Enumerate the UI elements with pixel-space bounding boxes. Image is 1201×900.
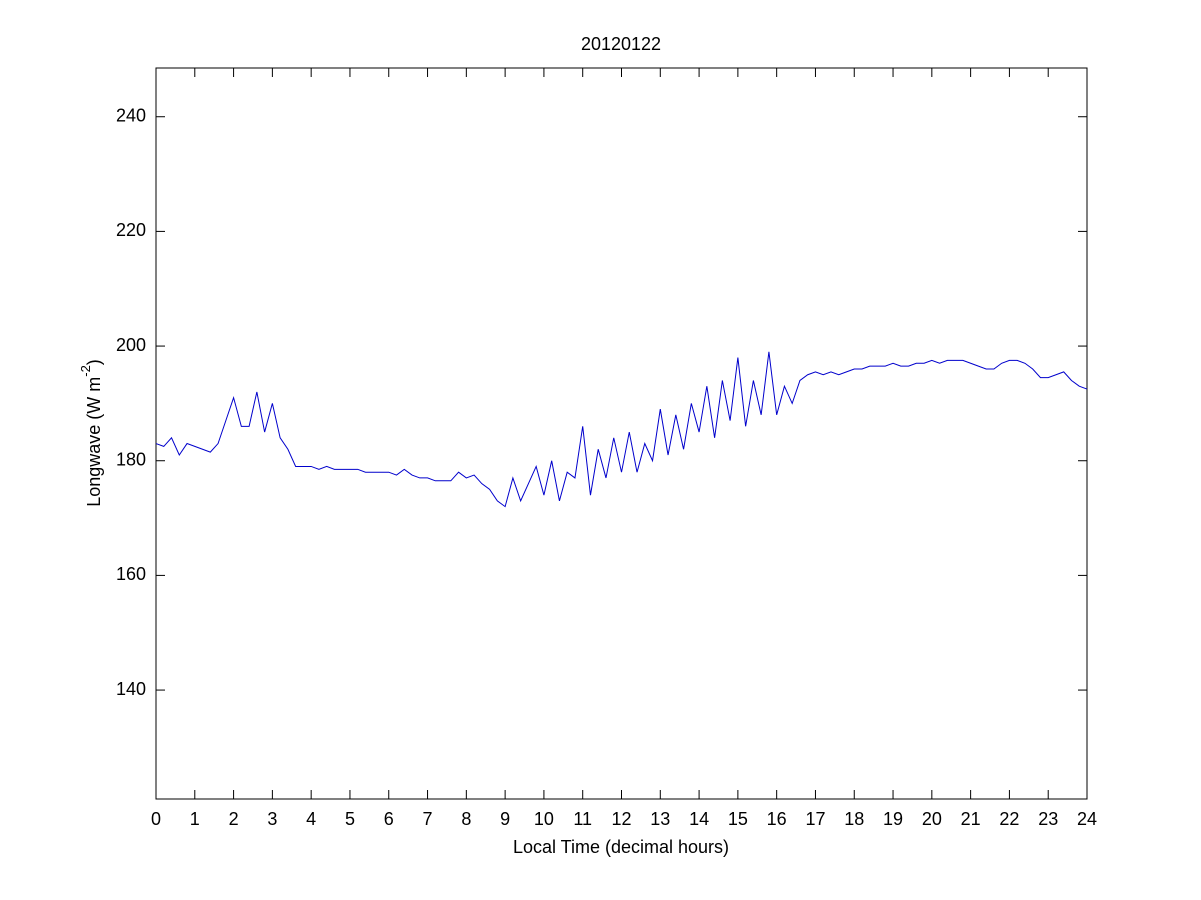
x-tick-label: 13 [650,809,670,829]
x-tick-label: 23 [1038,809,1058,829]
x-tick-label: 9 [500,809,510,829]
x-tick-label: 21 [961,809,981,829]
y-label-text: Longwave (W m [84,377,104,507]
y-tick-label: 200 [116,335,146,355]
x-tick-label: 2 [229,809,239,829]
x-tick-label: 18 [844,809,864,829]
x-axis-label: Local Time (decimal hours) [513,837,729,857]
x-tick-label: 0 [151,809,161,829]
data-line [155,351,1088,508]
x-tick-label: 16 [767,809,787,829]
x-tick-label: 1 [190,809,200,829]
y-tick-label: 240 [116,105,146,125]
x-tick-label: 19 [883,809,903,829]
y-label-sup: -2 [78,365,93,377]
x-tick-label: 10 [534,809,554,829]
x-tick-label: 22 [999,809,1019,829]
x-tick-label: 5 [345,809,355,829]
y-label-end: ) [84,359,104,365]
x-tick-label: 12 [611,809,631,829]
y-axis-label: Longwave (W m-2) [78,359,103,507]
x-tick-label: 8 [461,809,471,829]
x-tick-label: 11 [573,809,592,829]
plot-box [155,67,1088,800]
chart-title: 20120122 [581,34,661,54]
x-tick-label: 7 [423,809,433,829]
x-tick-label: 24 [1077,809,1097,829]
x-tick-label: 17 [805,809,825,829]
x-tick-label: 6 [384,809,394,829]
x-tick-label: 3 [267,809,277,829]
y-tick-label: 140 [116,679,146,699]
x-tick-label: 14 [689,809,709,829]
x-tick-label: 15 [728,809,748,829]
x-tick-label: 4 [306,809,316,829]
y-tick-label: 160 [116,564,146,584]
y-tick-label: 220 [116,220,146,240]
y-tick-label: 180 [116,449,146,469]
x-tick-label: 20 [922,809,942,829]
